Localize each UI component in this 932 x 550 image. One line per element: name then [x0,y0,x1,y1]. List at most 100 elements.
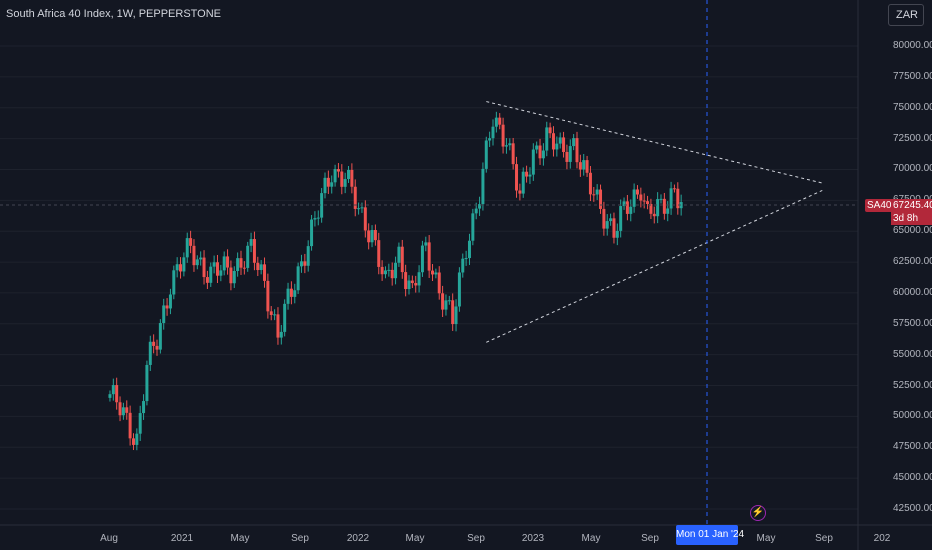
candle-body [420,245,424,273]
candle-body [145,364,149,402]
candle-body [474,208,478,214]
candle-body [306,246,310,266]
trendline[interactable] [486,190,823,343]
trendline[interactable] [486,101,823,184]
candle-body [397,246,401,263]
candle-body [431,270,435,275]
price-tick-label: 50000.00 [893,410,932,422]
candle-body [229,267,233,284]
price-tick-label: 47500.00 [893,441,932,453]
candle-body [575,138,579,163]
candle-body [128,412,132,439]
currency-button[interactable]: ZAR [888,4,924,26]
candle-body [336,169,340,172]
candle-body [320,193,324,218]
time-tick-label: May [581,533,601,544]
candle-body [599,189,603,209]
candle-body [511,143,515,165]
candle-body [330,182,334,187]
candle-body [572,138,576,147]
candle-body [131,438,135,445]
candle-body [494,117,498,127]
candle-body [125,407,129,413]
candle-body [383,270,387,275]
candle-body [535,145,539,150]
candle-body [491,126,495,139]
price-tick-label: 55000.00 [893,348,932,360]
candle-body [394,262,398,279]
candle-body [121,407,125,416]
candle-body [115,385,119,403]
candle-body [635,189,639,195]
candle-body [165,305,169,309]
candle-body [504,145,508,147]
candle-body [582,160,586,170]
candle-body [340,171,344,187]
candle-body [189,238,193,246]
price-tick-label: 42500.00 [893,503,932,514]
candle-body [484,140,488,169]
candle-body [649,203,653,214]
candle-body [148,341,152,365]
time-tick-label: 2023 [521,533,545,544]
candle-body [155,345,159,350]
candle-body [273,314,277,316]
candle-body [222,256,226,271]
candle-body [192,245,196,266]
candle-body [363,207,367,231]
candle-body [226,256,230,268]
candle-body [135,433,139,445]
candle-body [108,394,112,398]
time-tick-label: Sep [641,533,659,544]
candle-body [521,171,525,194]
price-tick-label: 62500.00 [893,256,932,268]
candle-body [545,127,549,151]
candle-body [441,293,445,310]
candle-body [367,230,371,243]
candle-body [427,242,431,271]
candle-body [263,264,267,281]
last-price-label: 67245.40 [891,199,932,212]
candle-body [205,277,209,283]
candles [108,111,683,451]
candle-body [662,198,666,214]
candle-body [551,133,555,150]
candle-body [370,230,374,243]
candle-body [531,149,535,175]
candle-body [444,300,448,310]
candle-body [588,172,592,195]
lightning-bolt-icon[interactable]: ⚡ [750,505,766,521]
candle-body [619,206,623,231]
candle-body [451,300,455,325]
candle-body [286,288,290,304]
candle-body [464,258,468,260]
time-tick-label: 2021 [170,533,194,544]
candle-body [276,314,280,338]
candle-body [333,169,337,183]
candle-body [632,189,636,207]
candle-body [185,238,189,258]
candle-body [239,258,243,268]
candle-body [488,138,492,141]
candle-body [138,413,142,434]
candle-body [357,208,361,210]
candle-body [256,262,260,271]
price-tick-label: 52500.00 [893,379,932,391]
candle-body [646,201,650,204]
candle-body [252,239,256,263]
candle-body [202,257,206,278]
candle-body [622,201,626,207]
candle-body [269,311,273,315]
candle-body [350,169,354,187]
price-tick-label: 70000.00 [893,163,932,175]
candle-body [414,283,418,286]
candle-body [629,206,633,214]
candle-body [310,219,314,247]
candle-body [347,169,351,180]
candle-body [612,218,616,238]
candle-body [659,198,663,200]
candle-body [666,208,670,214]
chart-title: South Africa 40 Index, 1W, PEPPERSTONE [6,8,222,20]
candle-body [467,240,471,259]
